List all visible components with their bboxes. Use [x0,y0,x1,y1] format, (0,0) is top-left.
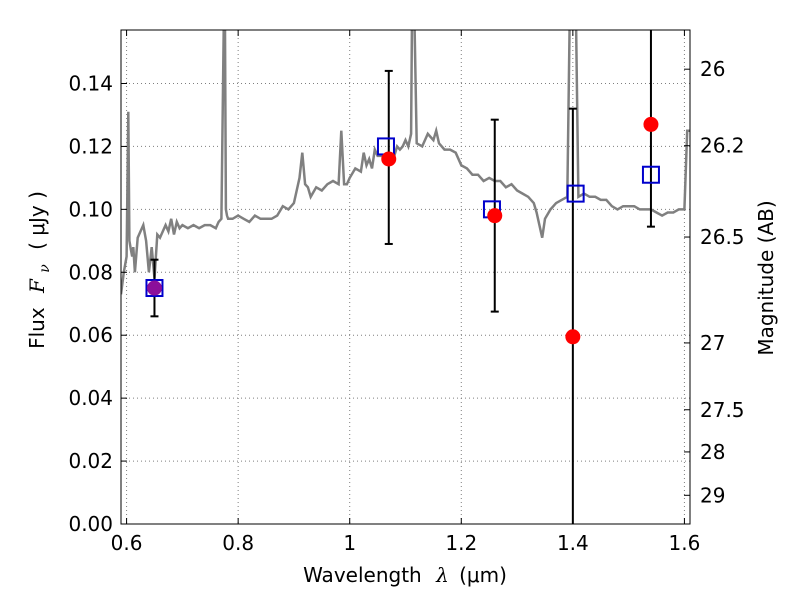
x-axis-label-text: Wavelength [303,563,422,587]
observed-point-3 [565,329,581,345]
observed-point-2 [487,208,503,224]
y-tick-label-4: 0.08 [68,260,113,284]
y2-tick-label-6: 29 [700,483,725,507]
spectrum-line [121,30,690,295]
y-tick-label-3: 0.06 [68,323,113,347]
model-point-0 [145,279,164,298]
x-tick-label-4: 1.4 [557,531,589,555]
x-axis-label: Wavelength λ (μm) [303,563,507,587]
y2-axis-ticks: 26 26.2 26.5 27 27.5 28 29 [684,57,745,507]
y-tick-label-6: 0.12 [68,134,113,158]
grid-lines [121,30,690,524]
x-axis-label-unit: (μm) [459,563,507,587]
y-axis-ticks: 0.00 0.02 0.04 0.06 0.08 0.10 0.12 0.14 [68,71,127,536]
model-point-3 [566,184,585,203]
x-tick-label-2: 1 [343,531,356,555]
y-axis-label-text: Flux [25,307,49,349]
y2-tick-label-0: 26 [700,57,725,81]
x-axis-label-symbol: λ [435,563,449,587]
y-tick-label-1: 0.02 [68,449,113,473]
y-tick-label-0: 0.00 [68,512,113,536]
x-tick-label-3: 1.2 [445,531,477,555]
x-tick-label-0: 0.6 [111,531,143,555]
y-axis-label-unit: ( μJy ) [25,191,49,250]
x-tick-label-5: 1.6 [669,531,701,555]
model-point-4 [641,165,660,184]
y2-tick-label-3: 27 [700,331,725,355]
observed-point-4 [643,116,659,132]
y-tick-label-7: 0.14 [68,71,113,95]
axes-frame [120,29,691,525]
x-axis-ticks: 0.6 0.8 1 1.2 1.4 1.6 [111,30,701,555]
y-axis-label-sub: ν [37,264,53,273]
y-tick-label-2: 0.04 [68,386,113,410]
y2-tick-label-2: 26.5 [700,225,745,249]
x-tick-label-1: 0.8 [222,531,254,555]
observed-markers [146,116,659,345]
observed-point-0 [146,280,162,296]
y2-axis-label: Magnitude (AB) [754,200,778,355]
y-axis-label: Flux F ν ( μJy ) [25,191,54,349]
y2-tick-label-1: 26.2 [700,134,745,158]
y2-tick-label-5: 28 [700,440,725,464]
model-markers [145,137,660,298]
observed-point-1 [381,151,397,167]
plot-area [121,30,690,524]
y2-tick-label-4: 27.5 [700,398,745,422]
y-tick-label-5: 0.10 [68,197,113,221]
y-axis-label-symbol: F [25,278,49,294]
